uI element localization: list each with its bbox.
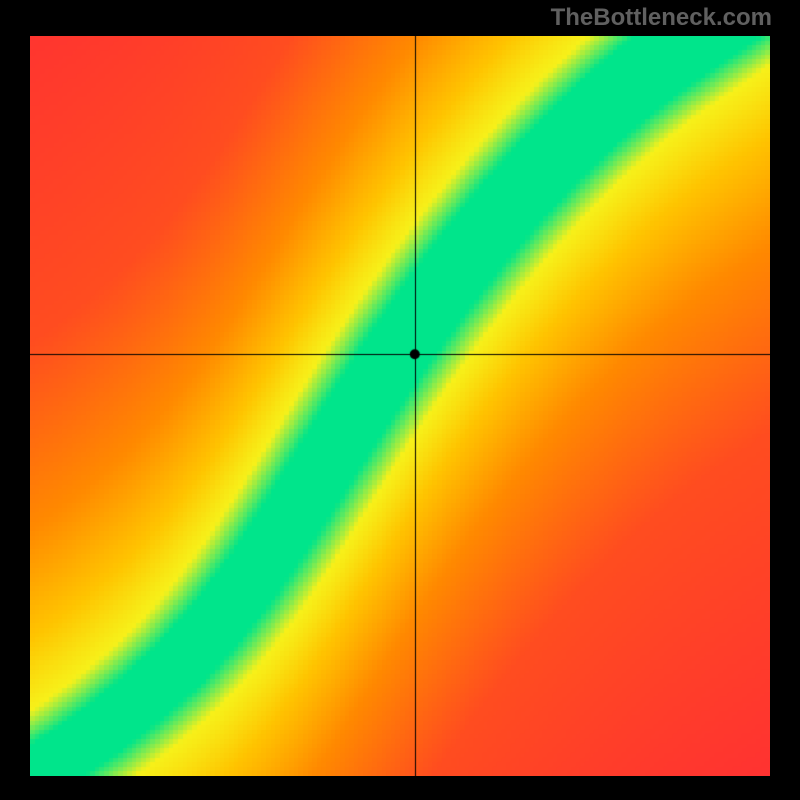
bottleneck-heatmap [30,36,770,776]
chart-container: TheBottleneck.com [0,0,800,800]
source-watermark: TheBottleneck.com [551,4,772,32]
